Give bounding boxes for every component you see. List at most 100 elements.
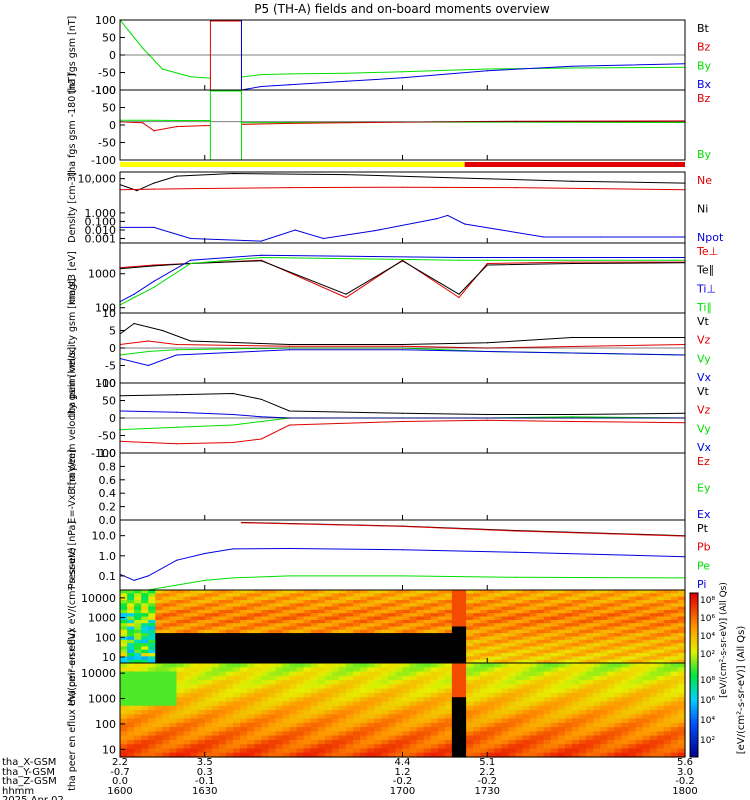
spectrogram-cell <box>466 736 474 741</box>
spectrogram-cell <box>445 676 453 681</box>
spectrogram-cell <box>579 702 587 707</box>
spectrogram-cell <box>148 723 156 728</box>
spectrogram-cell <box>473 706 481 711</box>
spectrogram-cell <box>233 597 241 601</box>
spectrogram-cell <box>480 749 488 754</box>
spectrogram-cell <box>205 672 213 677</box>
spectrogram-cell <box>240 736 248 741</box>
spectrogram-cell <box>544 689 552 694</box>
spectrogram-cell <box>198 633 206 637</box>
spectrogram-cell <box>572 693 580 698</box>
spectrogram-cell <box>219 680 227 685</box>
spectrogram-cell <box>162 727 170 732</box>
spectrogram-cell <box>558 702 566 707</box>
spectrogram-cell <box>501 617 509 621</box>
spectrogram-cell <box>445 667 453 672</box>
data-point-Bx <box>571 66 572 67</box>
colorbar-tick-label: 10⁶ <box>700 614 715 624</box>
legend-entry-Vx: Vx <box>697 371 712 384</box>
spectrogram-cell <box>452 597 460 601</box>
spectrogram-cell <box>417 723 425 728</box>
spectrogram-cell <box>551 597 559 601</box>
spectrogram-cell <box>410 689 418 694</box>
spectrogram-cell <box>177 723 185 728</box>
spectrogram-cell <box>530 736 538 741</box>
spectrogram-cell <box>593 714 601 719</box>
spectrogram-cell <box>431 667 439 672</box>
spectrogram-cell <box>508 672 516 677</box>
spectrogram-cell <box>388 617 396 621</box>
spectrogram-cell <box>162 736 170 741</box>
spectrogram-cell <box>572 597 580 601</box>
spectrogram-cell <box>148 727 156 732</box>
spectrogram-cell <box>629 684 637 689</box>
spectrogram-cell <box>184 710 192 715</box>
spectrogram-cell <box>579 744 587 749</box>
spectrogram-cell <box>643 736 651 741</box>
spectrogram-cell <box>466 731 474 736</box>
spectrogram-cell <box>452 693 460 698</box>
spectrogram-cell <box>621 689 629 694</box>
data-point-Vt <box>571 414 572 415</box>
spectrogram-cell <box>141 710 149 715</box>
spectrogram-cell <box>191 723 199 728</box>
spectrogram-cell <box>360 744 368 749</box>
spectrogram-cell <box>487 714 495 719</box>
spectrogram-cell <box>395 663 403 668</box>
spectrogram-cell <box>551 684 559 689</box>
spectrogram-cell <box>205 710 213 715</box>
data-point-Te∥ <box>261 260 262 261</box>
spectrogram-cell <box>516 617 524 621</box>
spectrogram-cell <box>198 684 206 689</box>
spectrogram-cell <box>501 684 509 689</box>
spectrogram-cell <box>127 676 135 681</box>
spectrogram-cell <box>198 714 206 719</box>
spectrogram-cell <box>487 684 495 689</box>
spectrogram-cell <box>424 731 432 736</box>
spectrogram-cell <box>403 697 411 702</box>
spectrogram-cell <box>240 597 248 601</box>
spectrogram-cell <box>424 684 432 689</box>
spectrogram-cell <box>290 617 298 621</box>
spectrogram-cell <box>240 749 248 754</box>
colorbar-step <box>690 738 698 741</box>
spectrogram-cell <box>586 744 594 749</box>
spectrogram-cell <box>219 684 227 689</box>
spectrogram-cell <box>339 749 347 754</box>
spectrogram-cell <box>544 693 552 698</box>
footer-tick-hhmm: 1600 <box>107 786 132 797</box>
spectrogram-cell <box>184 719 192 724</box>
spectrogram-cell <box>353 740 361 745</box>
spectrogram-cell <box>431 653 439 657</box>
mode-bar-slow <box>120 162 465 167</box>
spectrogram-cell <box>177 653 185 657</box>
spectrogram-cell <box>162 663 170 668</box>
spectrogram-cell <box>664 633 672 637</box>
spectrogram-cell <box>198 653 206 657</box>
spectrogram-cell <box>177 710 185 715</box>
spectrogram-cell <box>254 633 262 637</box>
spectrogram-cell <box>664 749 672 754</box>
spectrogram-cell <box>275 744 283 749</box>
spectrogram-cell <box>508 706 516 711</box>
spectrogram-cell <box>565 736 573 741</box>
spectrogram-cell <box>325 706 333 711</box>
spectrogram-cell <box>332 663 340 668</box>
spectrogram-cell <box>353 676 361 681</box>
spectrogram-cell <box>261 719 269 724</box>
spectrogram-cell <box>325 749 333 754</box>
data-point-Ti⊥ <box>190 260 191 261</box>
data-point-Vy <box>571 416 572 417</box>
spectrogram-cell <box>410 719 418 724</box>
y-tick-label: 1.0 <box>99 447 117 460</box>
spectrogram-cell <box>600 731 608 736</box>
spectrogram-cell <box>304 719 312 724</box>
spectrogram-cell <box>318 672 326 677</box>
spectrogram-cell <box>247 740 255 745</box>
spectrogram-cell <box>403 684 411 689</box>
spectrogram-cell <box>177 749 185 754</box>
spectrogram-cell <box>410 684 418 689</box>
spectrogram-cell <box>169 714 177 719</box>
spectrogram-cell <box>494 597 502 601</box>
spectrogram-cell <box>275 736 283 741</box>
